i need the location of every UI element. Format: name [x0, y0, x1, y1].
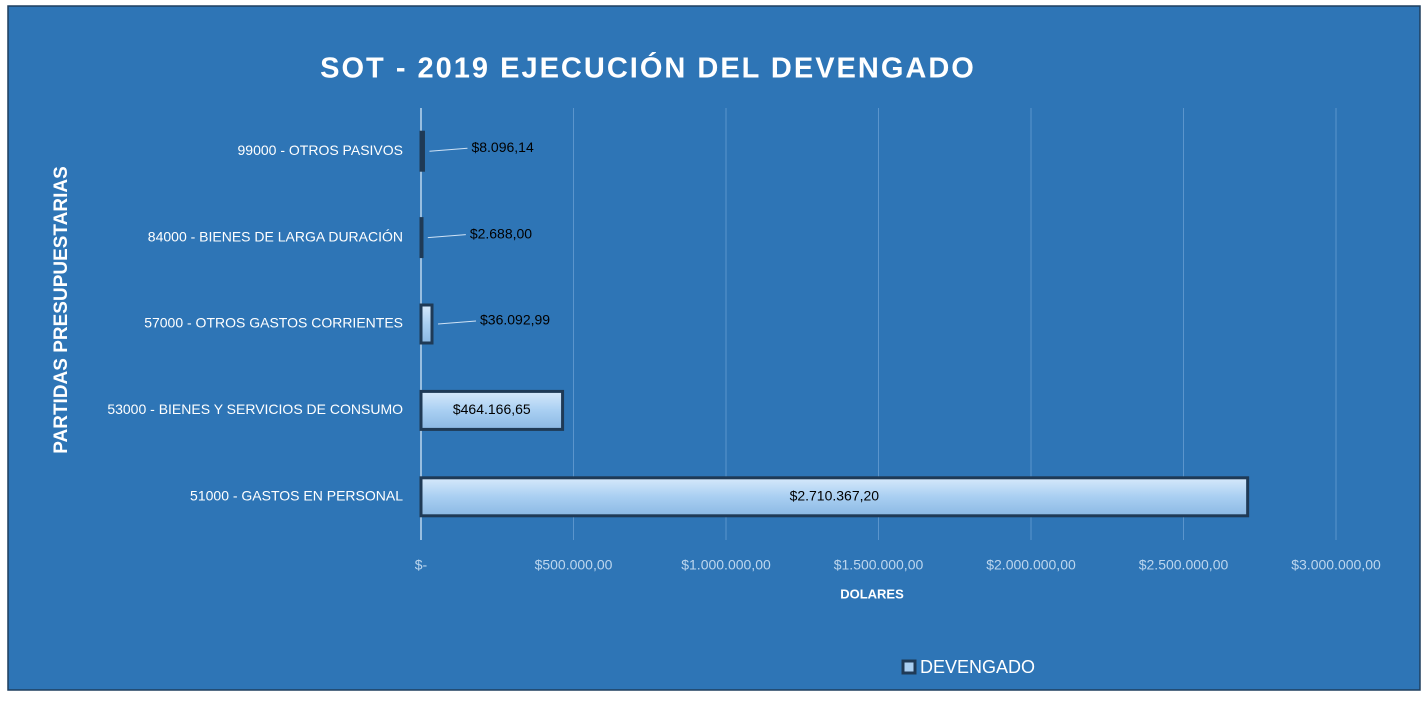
x-tick-label: $- [415, 557, 428, 573]
data-label: $2.688,00 [470, 225, 532, 241]
x-tick-label: $1.500.000,00 [834, 557, 924, 573]
data-label: $2.710.367,20 [790, 488, 880, 504]
x-axis-label: DOLARES [840, 586, 904, 601]
y-tick-label: 57000 - OTROS GASTOS CORRIENTES [144, 315, 403, 331]
x-tick-label: $2.000.000,00 [986, 557, 1076, 573]
bar [419, 476, 1250, 518]
bar [419, 303, 434, 345]
x-tick-label: $1.000.000,00 [681, 557, 771, 573]
x-tick-label: $500.000,00 [535, 557, 613, 573]
legend-swatch [901, 659, 917, 675]
legend-label: DEVENGADO [920, 657, 1035, 677]
leader-line [427, 234, 466, 239]
leader-line [429, 147, 468, 152]
y-tick-label: 84000 - BIENES DE LARGA DURACIÓN [148, 228, 403, 244]
bar [419, 130, 425, 172]
bar [419, 389, 565, 431]
data-label: $36.092,99 [480, 312, 550, 328]
bar [419, 217, 424, 259]
y-axis-label: PARTIDAS PRESUPUESTARIAS [51, 166, 72, 454]
data-label: $8.096,14 [471, 139, 533, 155]
y-tick-label: 51000 - GASTOS EN PERSONAL [190, 488, 403, 504]
x-tick-label: $3.000.000,00 [1291, 557, 1381, 573]
chart-background [7, 5, 1421, 691]
y-tick-label: 53000 - BIENES Y SERVICIOS DE CONSUMO [107, 401, 403, 417]
chart-title: SOT - 2019 EJECUCIÓN DEL DEVENGADO [320, 51, 976, 85]
data-label: $464.166,65 [453, 401, 531, 417]
y-tick-label: 99000 - OTROS PASIVOS [238, 142, 403, 158]
x-tick-label: $2.500.000,00 [1139, 557, 1229, 573]
leader-line [437, 320, 477, 325]
